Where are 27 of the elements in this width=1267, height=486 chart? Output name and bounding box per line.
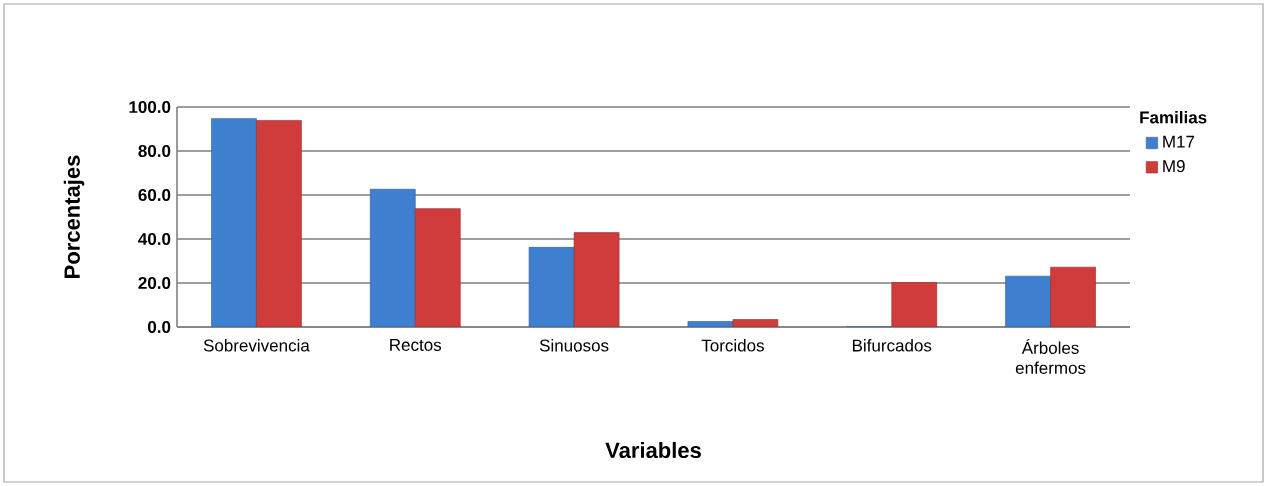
x-tick-label: Bifurcados bbox=[852, 339, 932, 352]
y-tick-label: 0.0 bbox=[147, 320, 171, 333]
legend-label: M17 bbox=[1163, 135, 1195, 148]
y-tick-label: 100.0 bbox=[129, 100, 171, 114]
bar bbox=[369, 188, 416, 327]
bar bbox=[211, 118, 257, 327]
y-tick-label: 80.0 bbox=[138, 144, 171, 158]
x-axis-title: Variables bbox=[605, 441, 701, 459]
x-tick-label: Sinuosos bbox=[539, 339, 609, 352]
x-tick-label: Rectos bbox=[390, 339, 442, 351]
x-tick-label: Árboles enfermos bbox=[1015, 339, 1086, 374]
bar bbox=[1050, 266, 1096, 327]
bar bbox=[414, 208, 461, 327]
bar bbox=[256, 120, 302, 327]
legend-title: Familias bbox=[1140, 110, 1207, 124]
legend-label: M9 bbox=[1163, 160, 1185, 173]
y-axis-title: Porcentajes bbox=[63, 155, 85, 278]
bar bbox=[573, 232, 620, 327]
x-tick-label: Torcidos bbox=[701, 339, 764, 352]
bar bbox=[1005, 275, 1051, 327]
bar bbox=[891, 282, 938, 327]
bar bbox=[528, 247, 575, 327]
y-tick-label: 60.0 bbox=[138, 188, 171, 201]
x-tick-label: Sobrevivencia bbox=[203, 339, 310, 352]
y-tick-label: 20.0 bbox=[138, 276, 171, 289]
y-tick-label: 40.0 bbox=[138, 232, 171, 245]
bar bbox=[732, 319, 779, 327]
